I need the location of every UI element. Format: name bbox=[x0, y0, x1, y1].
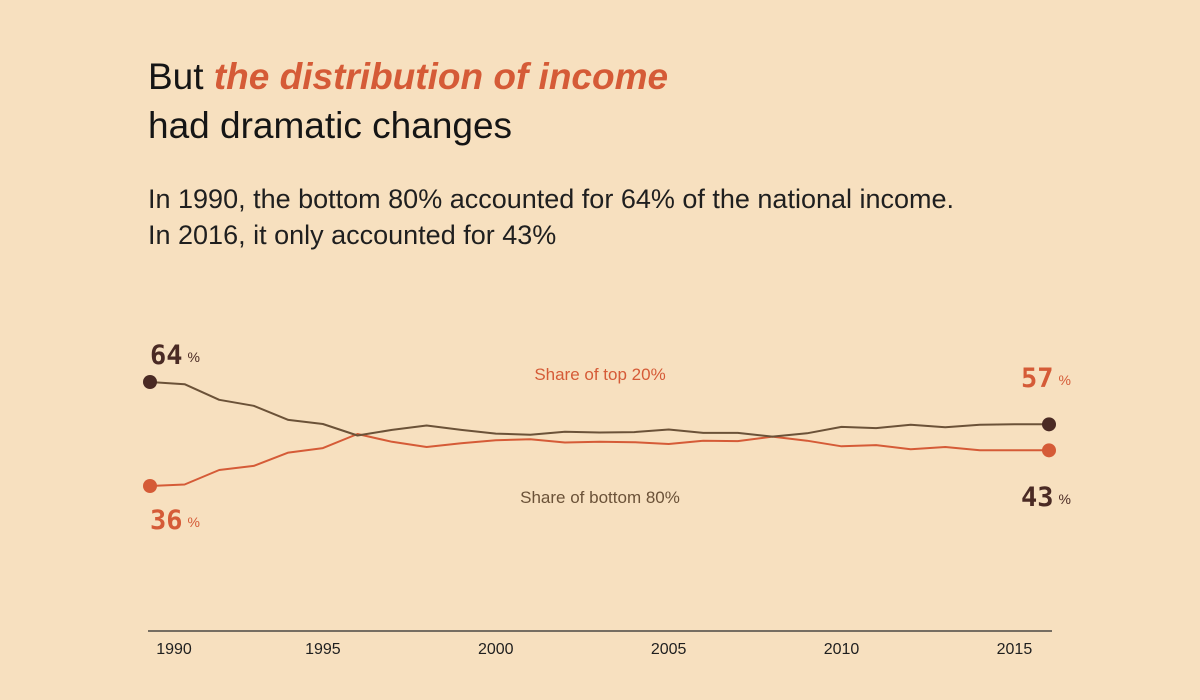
title-prefix: But bbox=[148, 56, 214, 97]
x-tick-label: 2015 bbox=[997, 641, 1033, 658]
x-tick-label: 2010 bbox=[824, 641, 860, 658]
x-tick-label: 2005 bbox=[651, 641, 687, 658]
bottom80-series-label: Share of bottom 80% bbox=[520, 488, 680, 507]
subtitle-line2: In 2016, it only accounted for 43% bbox=[148, 220, 557, 250]
series-lines bbox=[143, 375, 1056, 493]
bottom80-end-value-label: 43% bbox=[1021, 482, 1071, 513]
subtitle-line1: In 1990, the bottom 80% accounted for 64… bbox=[148, 184, 955, 214]
x-tick-label: 2000 bbox=[478, 641, 514, 658]
chart-subtitle: In 1990, the bottom 80% accounted for 64… bbox=[148, 181, 1128, 253]
bottom80-line bbox=[149, 381, 1049, 438]
x-axis: 1990 1995 2000 2005 2010 2015 bbox=[148, 630, 1052, 658]
bottom80-start-dot bbox=[143, 375, 157, 389]
value-labels: 64 % 36 % 57 % 43 % Share of top 20% Share of bot… bbox=[150, 340, 1071, 536]
x-tick-label: 1990 bbox=[156, 641, 192, 658]
title-accent: the distribution of income bbox=[213, 56, 669, 97]
top20-end-dot bbox=[1042, 443, 1056, 458]
chart-title: But the distribution of income had drama… bbox=[148, 52, 1048, 150]
top20-series-label: Share of top 20% bbox=[534, 365, 665, 384]
top20-start-dot bbox=[143, 479, 157, 493]
top20-end-value-label: 57% bbox=[1021, 363, 1071, 394]
bottom80-end-dot bbox=[1042, 417, 1056, 432]
x-tick-label: 1995 bbox=[305, 641, 341, 658]
bottom80-start-value-label: 64% bbox=[150, 340, 200, 371]
top20-start-value-label: 36% bbox=[150, 505, 200, 536]
title-line2: had dramatic changes bbox=[148, 105, 513, 146]
top20-line bbox=[149, 433, 1049, 487]
